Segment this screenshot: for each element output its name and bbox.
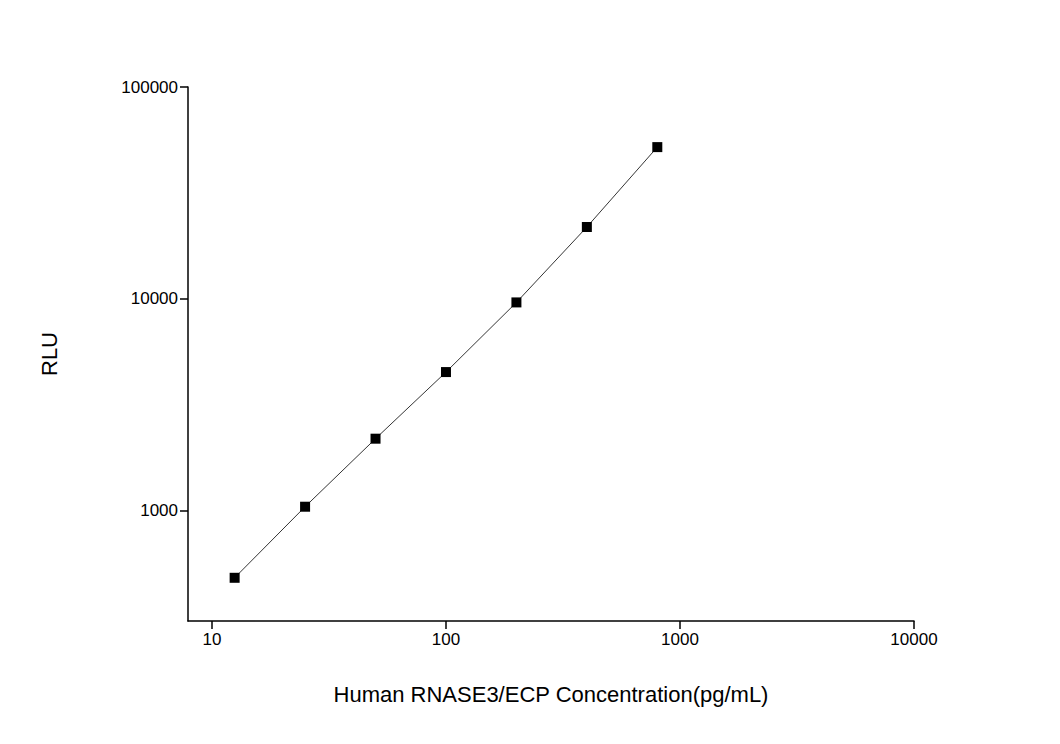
svg-text:100000: 100000 [121, 78, 178, 97]
svg-text:1000: 1000 [661, 630, 699, 649]
svg-text:10000: 10000 [890, 630, 937, 649]
svg-text:Human RNASE3/ECP Concentration: Human RNASE3/ECP Concentration(pg/mL) [334, 682, 769, 707]
svg-text:RLU: RLU [37, 332, 62, 376]
svg-text:10000: 10000 [131, 289, 178, 308]
svg-text:100: 100 [432, 630, 460, 649]
svg-text:10: 10 [202, 630, 221, 649]
svg-text:1000: 1000 [140, 501, 178, 520]
